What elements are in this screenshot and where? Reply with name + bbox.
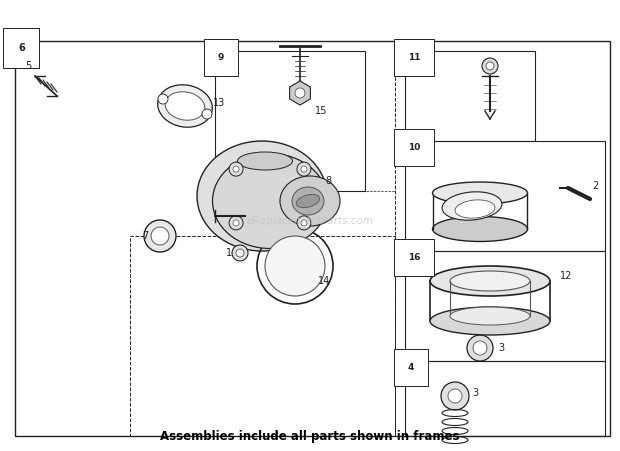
Circle shape [236, 249, 244, 257]
Ellipse shape [213, 153, 327, 249]
Ellipse shape [450, 307, 530, 325]
Ellipse shape [455, 200, 495, 218]
Ellipse shape [237, 152, 293, 170]
Ellipse shape [157, 85, 212, 127]
Bar [405, 251, 605, 361]
Bar [405, 51, 535, 141]
Text: 10: 10 [408, 143, 420, 152]
Ellipse shape [165, 92, 205, 120]
Circle shape [473, 341, 487, 355]
Bar [130, 236, 395, 436]
Circle shape [265, 236, 325, 296]
Text: 7: 7 [142, 231, 148, 241]
Text: 13: 13 [213, 98, 225, 108]
Ellipse shape [292, 187, 324, 215]
Circle shape [158, 94, 168, 104]
Ellipse shape [296, 194, 320, 207]
Circle shape [482, 58, 498, 74]
Bar [215, 51, 365, 191]
Text: 16: 16 [408, 253, 420, 262]
Text: 1: 1 [226, 248, 232, 258]
Circle shape [229, 162, 243, 176]
Bar [405, 141, 605, 251]
Circle shape [467, 335, 493, 361]
Ellipse shape [280, 176, 340, 226]
Bar [405, 361, 605, 436]
Circle shape [232, 245, 248, 261]
Circle shape [295, 88, 305, 98]
Circle shape [151, 227, 169, 245]
Text: 5: 5 [25, 61, 31, 71]
Text: 11: 11 [408, 53, 420, 62]
Text: 14: 14 [318, 276, 330, 286]
Text: 6: 6 [18, 43, 25, 53]
Circle shape [297, 216, 311, 230]
Text: 9: 9 [218, 53, 224, 62]
Ellipse shape [430, 266, 550, 296]
Ellipse shape [433, 216, 528, 241]
Text: 2: 2 [592, 181, 598, 191]
Circle shape [486, 62, 494, 70]
Ellipse shape [197, 141, 327, 251]
Ellipse shape [430, 307, 550, 335]
Circle shape [233, 220, 239, 226]
Text: 15: 15 [315, 106, 327, 116]
Text: 12: 12 [560, 271, 572, 281]
Circle shape [441, 382, 469, 410]
Circle shape [229, 216, 243, 230]
Text: 8: 8 [325, 176, 331, 186]
Text: eReplacementParts.com: eReplacementParts.com [246, 216, 374, 226]
Ellipse shape [433, 182, 528, 204]
Text: 3: 3 [472, 388, 478, 398]
Circle shape [144, 220, 176, 252]
Circle shape [202, 109, 212, 119]
Circle shape [301, 220, 307, 226]
Text: Assemblies include all parts shown in frames: Assemblies include all parts shown in fr… [160, 430, 460, 443]
Text: 4: 4 [408, 363, 414, 372]
Ellipse shape [442, 192, 502, 220]
Circle shape [233, 166, 239, 172]
Circle shape [448, 389, 462, 403]
Circle shape [301, 166, 307, 172]
Circle shape [297, 162, 311, 176]
Bar [15, 41, 610, 436]
Ellipse shape [450, 271, 530, 291]
Text: 3: 3 [498, 343, 504, 353]
